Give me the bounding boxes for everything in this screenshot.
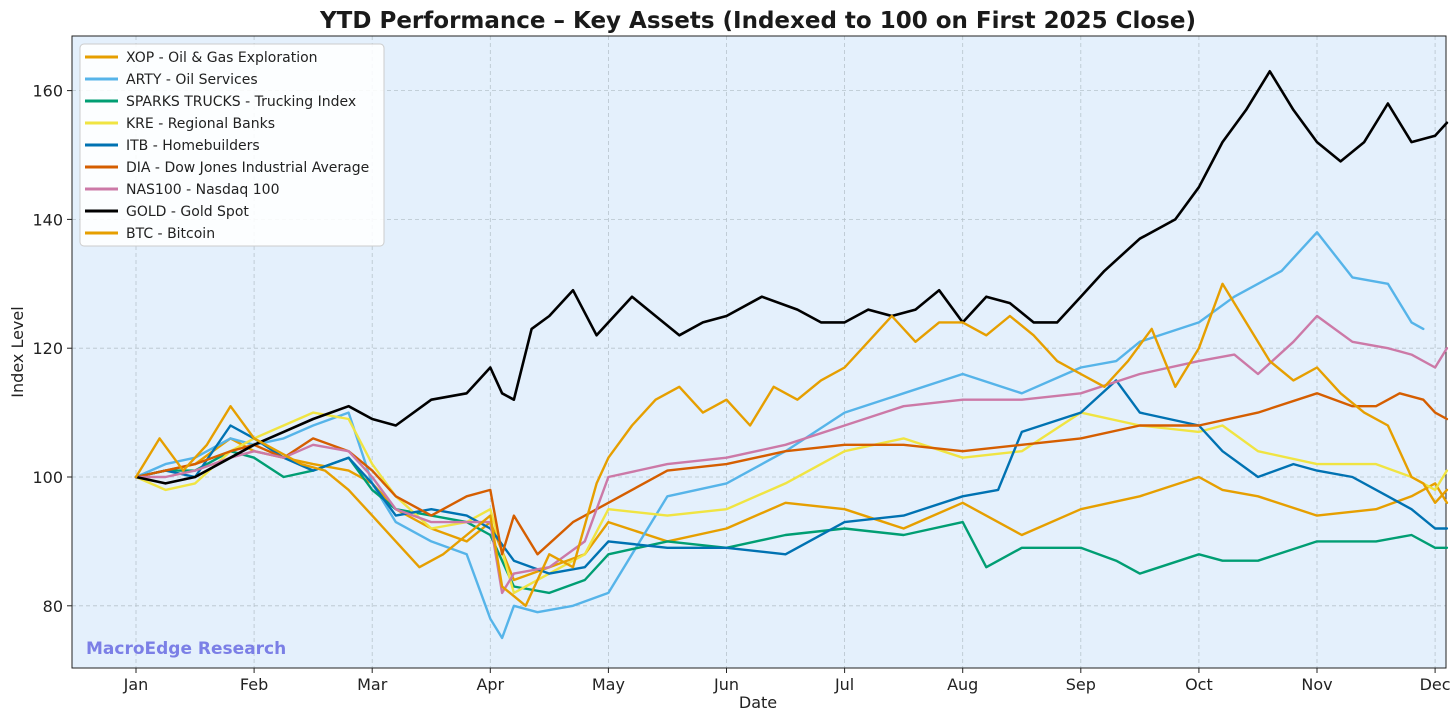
- series-line-8: [134, 70, 1449, 485]
- x-tick-label: Mar: [357, 675, 388, 694]
- x-tick-label: Feb: [240, 675, 268, 694]
- legend-label: KRE - Regional Banks: [126, 116, 275, 132]
- x-tick-label: Aug: [947, 675, 978, 694]
- legend-box: [79, 43, 385, 247]
- legend-label: ITB - Homebuilders: [126, 138, 260, 154]
- series-line-9: [134, 282, 1449, 607]
- series-line-4: [134, 411, 1449, 595]
- axes-layer: Jan Feb Mar Apr May Jun Jul Aug Sep Oct Nov Dec 80 10…: [32, 35, 1451, 694]
- x-tick-label: Jan: [123, 675, 149, 694]
- y-tick-label: 100: [32, 468, 63, 487]
- legend-label: ARTY - Oil Services: [126, 72, 258, 88]
- x-axis-label: Date: [739, 693, 777, 712]
- legend-label: SPARKS TRUCKS - Trucking Index: [126, 94, 356, 110]
- series-line-7: [134, 314, 1449, 595]
- x-tick-label: Apr: [476, 675, 504, 694]
- y-tick-label: 120: [32, 339, 63, 358]
- plot-frame: [71, 35, 1447, 669]
- legend-label: BTC - Bitcoin: [126, 226, 215, 242]
- x-tick-label: May: [592, 675, 625, 694]
- legend-label: NAS100 - Nasdaq 100: [126, 182, 279, 198]
- x-tick-label: Nov: [1301, 675, 1332, 694]
- x-tick-label: Oct: [1185, 675, 1213, 694]
- series-line-3: [134, 450, 1449, 595]
- legend: XOP - Oil & Gas Exploration ARTY - Oil Se…: [79, 43, 385, 247]
- watermark-text: MacroEdge Research: [86, 639, 286, 659]
- x-tick-label: Jun: [713, 675, 739, 694]
- legend-label: XOP - Oil & Gas Exploration: [126, 50, 318, 66]
- series-line-2: [134, 231, 1425, 640]
- series-line-6: [134, 392, 1449, 556]
- x-tick-label: Dec: [1420, 675, 1451, 694]
- legend-label: GOLD - Gold Spot: [126, 204, 249, 220]
- grid-layer: [72, 36, 1446, 668]
- x-tick-label: Sep: [1066, 675, 1096, 694]
- x-tick-label: Jul: [834, 675, 854, 694]
- y-tick-label: 80: [43, 597, 63, 616]
- series-line-1: [134, 437, 1449, 582]
- y-tick-label: 140: [32, 210, 63, 229]
- y-tick-label: 160: [32, 82, 63, 101]
- legend-label: DIA - Dow Jones Industrial Average: [126, 160, 369, 176]
- series-layer: [134, 70, 1449, 640]
- y-axis-label: Index Level: [8, 306, 27, 397]
- chart-title: YTD Performance – Key Assets (Indexed to…: [319, 8, 1196, 34]
